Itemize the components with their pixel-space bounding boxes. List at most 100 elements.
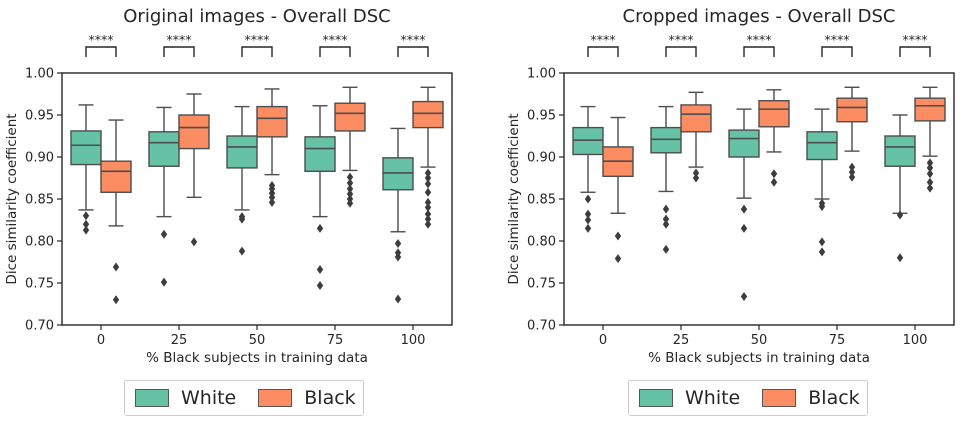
- outlier-point: [926, 177, 934, 187]
- outlier-point: [424, 202, 432, 212]
- outlier-point: [584, 223, 592, 233]
- outlier-point: [424, 219, 432, 229]
- significance-label: ****: [903, 32, 928, 47]
- significance-label: ****: [669, 32, 694, 47]
- significance-label: ****: [89, 32, 114, 47]
- legend-right: White Black: [628, 380, 868, 416]
- x-tick-label: 100: [401, 333, 426, 348]
- outlier-point: [614, 254, 622, 264]
- x-tick-label: 25: [673, 333, 690, 348]
- x-tick-label: 75: [327, 333, 344, 348]
- box-black: [412, 100, 444, 129]
- y-tick-label: 0.75: [527, 277, 556, 292]
- outlier-point: [662, 214, 670, 224]
- y-tick-label: 0.75: [25, 277, 54, 292]
- outlier-point: [692, 168, 700, 178]
- outlier-point: [926, 163, 934, 173]
- outlier-point: [268, 192, 276, 202]
- outlier-point: [394, 252, 402, 262]
- outlier-point: [424, 179, 432, 189]
- legend-label-white: White: [181, 387, 237, 409]
- legend-item-white: White: [639, 387, 740, 409]
- outlier-point: [424, 214, 432, 224]
- box-white: [650, 126, 682, 154]
- y-tick-label: 0.90: [25, 151, 54, 166]
- significance-bracket: [587, 46, 619, 57]
- figure: Original images - Overall DSC **** **** ***…: [4, 6, 955, 366]
- box-black: [836, 97, 868, 123]
- outlier-point: [82, 225, 90, 235]
- legend-label-black: Black: [304, 387, 356, 409]
- significance-label: ****: [323, 32, 348, 47]
- legend-swatch-white: [639, 389, 673, 407]
- outlier-point: [160, 229, 168, 239]
- outlier-point: [896, 210, 904, 220]
- outlier-point: [394, 239, 402, 249]
- outlier-point: [770, 169, 778, 179]
- box-white: [728, 129, 760, 158]
- outlier-point: [926, 169, 934, 179]
- outlier-point: [316, 281, 324, 291]
- y-tick-label: 0.85: [527, 193, 556, 208]
- x-tick-label: 0: [599, 333, 607, 348]
- outlier-point: [268, 197, 276, 207]
- outlier-point: [424, 173, 432, 183]
- outlier-point: [614, 231, 622, 241]
- box-white: [806, 131, 838, 161]
- outlier-point: [238, 214, 246, 224]
- outlier-point: [346, 198, 354, 208]
- plot-area-frame: [563, 72, 955, 326]
- y-tick-label: 0.70: [25, 319, 54, 334]
- significance-label: ****: [167, 32, 192, 47]
- y-tick-label: 0.95: [527, 109, 556, 124]
- outlier-point: [238, 246, 246, 256]
- outlier-point: [160, 277, 168, 287]
- x-axis-label: % Black subjects in training data: [648, 350, 870, 366]
- legend-swatch-white: [135, 389, 169, 407]
- y-tick-label: 0.85: [25, 193, 54, 208]
- y-tick-label: 0.95: [25, 109, 54, 124]
- outlier-point: [896, 253, 904, 263]
- plot-area-frame: [61, 72, 453, 326]
- outlier-point: [346, 189, 354, 199]
- y-tick-label: 1.00: [25, 67, 54, 82]
- box-white: [572, 126, 604, 156]
- box-white: [226, 135, 258, 169]
- significance-label: ****: [747, 32, 772, 47]
- outlier-point: [740, 204, 748, 214]
- chart-title: Cropped images - Overall DSC: [623, 6, 896, 27]
- legend-left: White Black: [124, 380, 364, 416]
- outlier-point: [584, 209, 592, 219]
- significance-bracket: [899, 46, 931, 57]
- outlier-point: [662, 244, 670, 254]
- box-white: [304, 136, 336, 172]
- outlier-point: [662, 204, 670, 214]
- y-tick-label: 0.90: [527, 151, 556, 166]
- significance-bracket: [397, 46, 429, 57]
- significance-label: ****: [245, 32, 270, 47]
- x-tick-label: 50: [751, 333, 768, 348]
- box-black: [914, 97, 946, 122]
- outlier-point: [112, 262, 120, 272]
- x-tick-label: 50: [249, 333, 266, 348]
- outlier-point: [82, 211, 90, 221]
- outlier-point: [926, 183, 934, 193]
- outlier-point: [346, 184, 354, 194]
- outlier-point: [692, 173, 700, 183]
- box-white: [148, 131, 180, 167]
- significance-bracket: [241, 46, 273, 57]
- outlier-point: [394, 294, 402, 304]
- significance-label: ****: [825, 32, 850, 47]
- box-black: [680, 104, 712, 133]
- outlier-point: [424, 209, 432, 219]
- y-axis-label: Dice similarity coefficient: [506, 113, 522, 284]
- box-black: [334, 102, 366, 132]
- outlier-point: [926, 158, 934, 168]
- box-white: [382, 157, 414, 191]
- outlier-point: [818, 202, 826, 212]
- outlier-point: [584, 215, 592, 225]
- legend-item-black: Black: [258, 387, 356, 409]
- outlier-point: [818, 247, 826, 257]
- chart-title: Original images - Overall DSC: [123, 6, 390, 27]
- outlier-point: [424, 197, 432, 207]
